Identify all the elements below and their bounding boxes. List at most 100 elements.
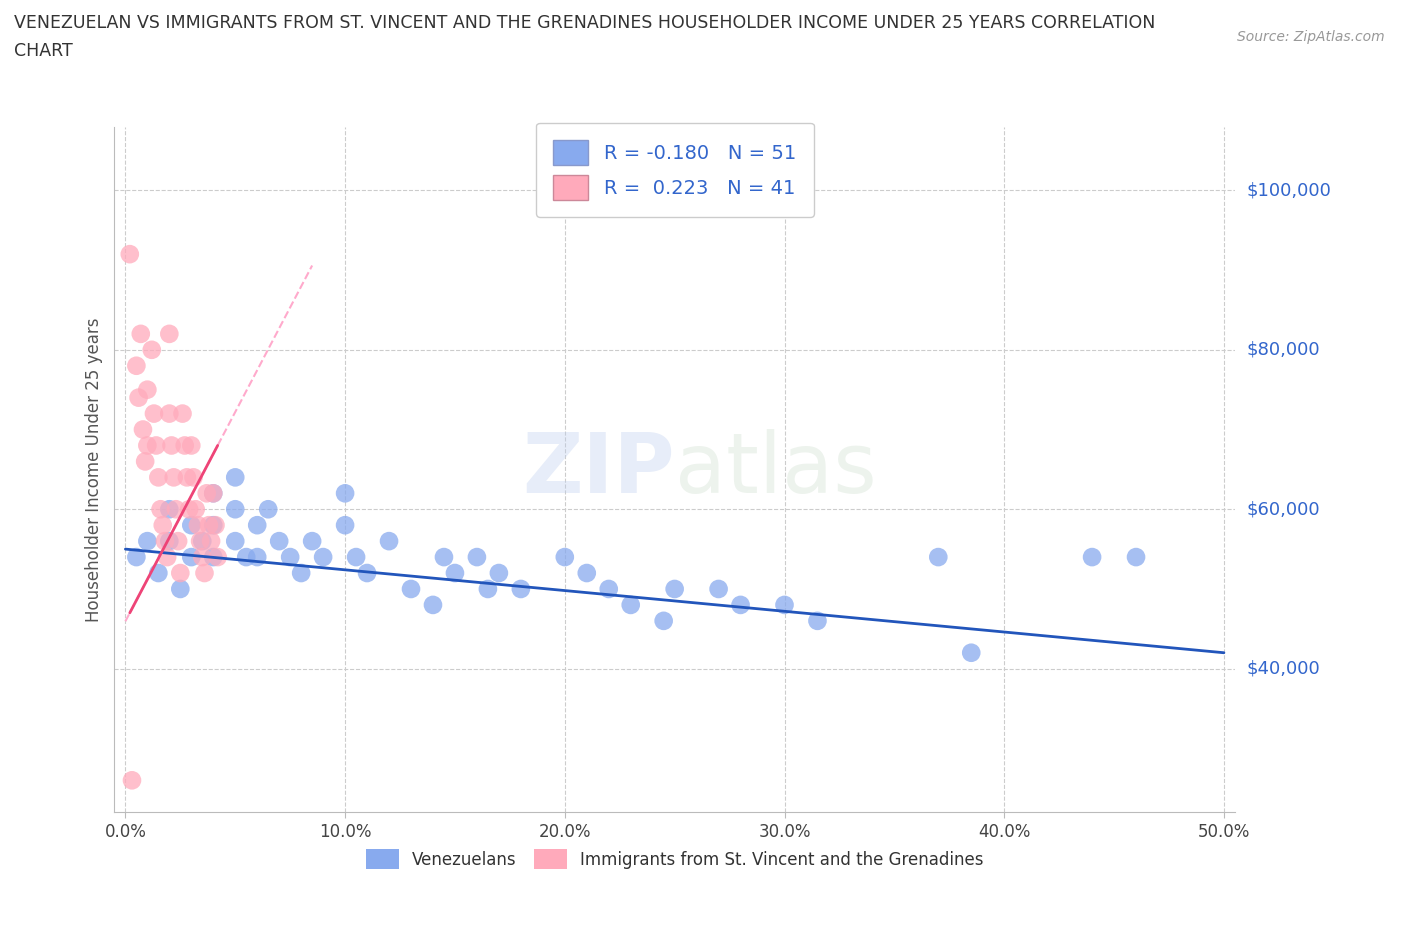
Point (152, 518, 174, 533)
Text: Source: ZipAtlas.com: Source: ZipAtlas.com (1237, 30, 1385, 44)
Point (1081, 550, 1104, 565)
Point (180, 518, 202, 533)
Point (132, 422, 155, 437)
Text: $60,000: $60,000 (1246, 500, 1320, 518)
Point (465, 550, 488, 565)
Point (179, 502, 201, 517)
Point (202, 485, 225, 500)
Point (134, 454, 156, 469)
Point (246, 518, 269, 533)
Point (509, 581, 531, 596)
Point (121, 773, 143, 788)
Point (356, 565, 378, 580)
Point (333, 485, 356, 500)
Point (200, 534, 222, 549)
Point (118, 246, 141, 261)
Point (433, 550, 456, 565)
Point (598, 581, 620, 596)
Point (141, 342, 163, 357)
Point (202, 485, 225, 500)
Text: atlas: atlas (675, 429, 876, 510)
Point (163, 470, 186, 485)
Point (153, 534, 176, 549)
Point (167, 534, 190, 549)
Point (188, 534, 211, 549)
Point (202, 518, 225, 533)
Point (207, 550, 229, 565)
Point (378, 534, 401, 549)
Point (180, 550, 202, 565)
Point (235, 550, 257, 565)
Point (620, 597, 643, 612)
Legend: Venezuelans, Immigrants from St. Vincent and the Grenadines: Venezuelans, Immigrants from St. Vincent… (353, 836, 997, 883)
Point (278, 550, 301, 565)
Point (172, 406, 194, 421)
Point (224, 470, 246, 485)
Point (157, 326, 180, 341)
Text: $40,000: $40,000 (1246, 659, 1320, 678)
Point (664, 581, 686, 596)
Point (173, 438, 195, 453)
Point (333, 518, 356, 533)
Point (169, 565, 191, 580)
Point (575, 565, 598, 580)
Text: $80,000: $80,000 (1246, 340, 1320, 359)
Point (312, 550, 335, 565)
Point (148, 470, 170, 485)
Point (128, 391, 150, 405)
Point (149, 502, 172, 517)
Point (156, 550, 179, 565)
Point (143, 406, 166, 421)
Point (301, 534, 323, 549)
Point (136, 382, 159, 397)
Point (246, 550, 269, 565)
Y-axis label: Householder Income Under 25 years: Householder Income Under 25 years (86, 317, 103, 621)
Point (554, 550, 576, 565)
Point (125, 550, 148, 565)
Point (257, 502, 280, 517)
Point (806, 614, 828, 629)
Point (165, 502, 187, 517)
Point (183, 470, 205, 485)
Point (269, 534, 291, 549)
Text: VENEZUELAN VS IMMIGRANTS FROM ST. VINCENT AND THE GRENADINES HOUSEHOLDER INCOME : VENEZUELAN VS IMMIGRANTS FROM ST. VINCEN… (14, 14, 1156, 32)
Point (477, 581, 499, 596)
Point (145, 438, 167, 453)
Point (444, 565, 467, 580)
Text: CHART: CHART (14, 42, 73, 60)
Point (176, 470, 198, 485)
Point (125, 358, 148, 373)
Point (422, 597, 444, 612)
Point (1125, 550, 1147, 565)
Point (191, 550, 214, 565)
Point (157, 502, 180, 517)
Point (652, 614, 675, 629)
Point (157, 406, 180, 421)
Point (136, 438, 159, 453)
Point (290, 565, 312, 580)
Point (198, 518, 221, 533)
Point (148, 565, 170, 580)
Point (224, 534, 246, 549)
Point (191, 534, 214, 549)
Point (169, 581, 191, 596)
Point (187, 518, 209, 533)
Point (195, 485, 218, 500)
Point (927, 550, 949, 565)
Point (202, 550, 225, 565)
Point (129, 326, 152, 341)
Point (193, 565, 215, 580)
Point (399, 581, 422, 596)
Point (204, 518, 226, 533)
Point (960, 645, 983, 660)
Point (224, 502, 246, 517)
Text: $100,000: $100,000 (1246, 181, 1331, 199)
Point (184, 502, 207, 517)
Point (136, 534, 159, 549)
Point (488, 565, 510, 580)
Point (730, 597, 752, 612)
Point (707, 581, 730, 596)
Point (773, 597, 796, 612)
Point (344, 550, 367, 565)
Point (157, 534, 180, 549)
